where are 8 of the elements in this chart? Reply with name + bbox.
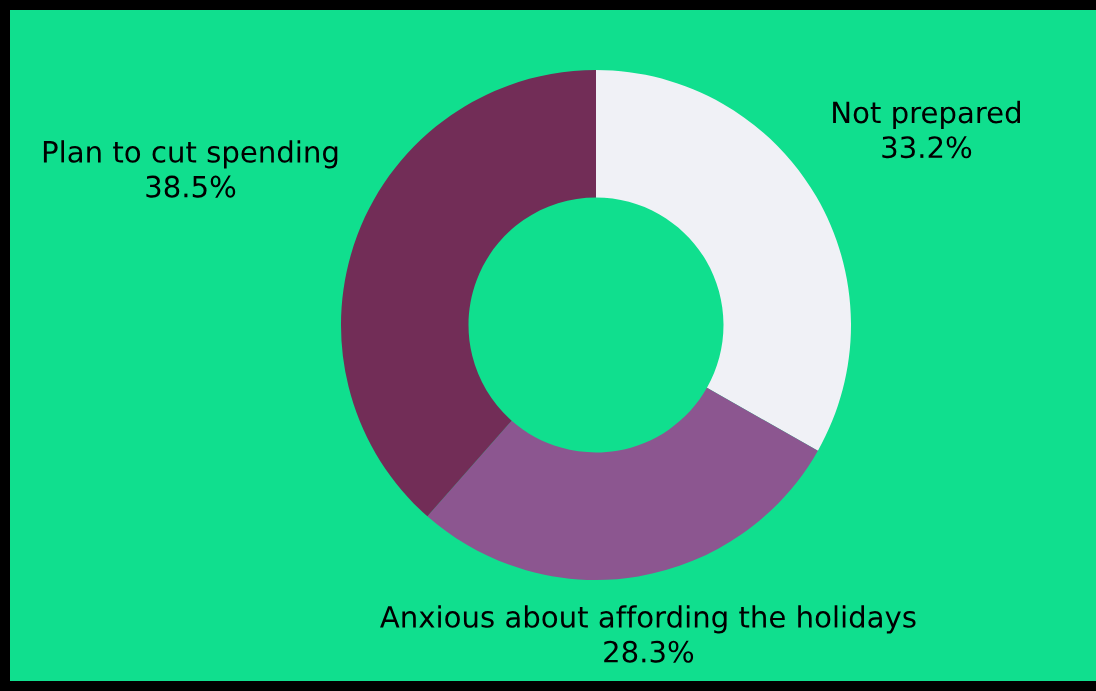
data-label: 28.3% [604, 640, 694, 663]
data-label: 38.5% [146, 175, 236, 198]
donut-slice [427, 387, 818, 580]
slice-label: Anxious about affording the holidays [380, 605, 916, 634]
slice-label: Not prepared [833, 100, 1020, 130]
donut-slice [341, 70, 596, 517]
slice-label: Plan to cut spending [43, 140, 338, 169]
data-label: 33.2% [882, 136, 972, 159]
